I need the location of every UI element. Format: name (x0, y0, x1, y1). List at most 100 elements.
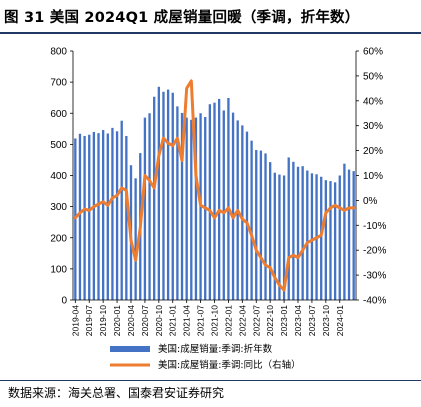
x-tick-label: 2019-07 (84, 305, 94, 336)
bar (287, 157, 290, 300)
x-tick-label: 2023-10 (321, 305, 331, 336)
bar (282, 175, 286, 300)
bar (157, 86, 160, 300)
x-tick-label: 2020-01 (112, 305, 122, 336)
bar (176, 106, 179, 301)
y-left-tick-label: 700 (50, 78, 67, 89)
bar (217, 98, 221, 301)
x-tick-label: 2021-01 (168, 305, 178, 336)
bar (148, 113, 151, 300)
y-left-tick-label: 100 (50, 264, 67, 275)
bar (88, 134, 91, 300)
x-tick-label: 2024-01 (335, 305, 345, 336)
bar (296, 166, 300, 300)
y-left-tick-label: 500 (50, 140, 67, 151)
bar (185, 117, 188, 300)
line-series (73, 79, 356, 292)
legend-swatch-bar (110, 346, 150, 352)
bar (143, 117, 147, 300)
bar (162, 91, 165, 300)
bar (273, 172, 276, 300)
x-tick-label: 2020-10 (154, 305, 164, 336)
combo-chart: 0 100 200 300 400 500 600 700 800 -40% -30% -20% -10… (50, 47, 386, 372)
bar (352, 171, 355, 300)
x-tick-label: 2022-10 (265, 305, 275, 336)
y-left-tick-label: 0 (61, 296, 67, 307)
y-right-tick-label: 50% (363, 71, 383, 82)
bar (180, 112, 184, 300)
bar (115, 131, 119, 300)
x-tick-label: 2020-07 (140, 305, 150, 336)
bar (134, 178, 137, 300)
x-tick-label: 2023-01 (279, 305, 289, 336)
x-tick-label: 2022-04 (237, 305, 247, 336)
bar (78, 133, 82, 300)
x-tick-label: 2019-04 (70, 305, 80, 336)
bar (347, 169, 351, 300)
bar (208, 104, 212, 300)
bar (306, 170, 309, 300)
x-tick-label: 2020-04 (126, 305, 136, 336)
bar (153, 96, 156, 300)
legend-label-bar: 美国:成屋销量:季调:折年数 (158, 343, 273, 355)
y-right-tick-label: 0% (363, 196, 378, 207)
y-right-tick-label: 60% (363, 47, 383, 58)
y-right-tick-label: 10% (363, 171, 383, 182)
y-right-tick-label: 20% (363, 146, 383, 157)
bar (259, 150, 263, 300)
bar (213, 102, 216, 300)
bar (264, 153, 267, 300)
x-tick-label: 2023-07 (307, 305, 317, 336)
bar (333, 182, 337, 300)
bar (338, 175, 341, 300)
yoy-line (73, 79, 356, 292)
y-right-tick-label: -40% (363, 296, 386, 307)
bar (222, 110, 225, 300)
bar (245, 131, 249, 300)
bar (231, 112, 235, 300)
y-right-tick-label: 30% (363, 121, 383, 132)
x-tick-label: 2023-04 (293, 305, 303, 336)
bar (278, 174, 281, 300)
figure-title: 图 31 美国 2024Q1 成屋销量回暖（季调，折年数） (4, 10, 360, 26)
bottom-rule (0, 380, 421, 381)
y-left-tick-label: 600 (50, 109, 67, 120)
x-tick-label: 2022-07 (251, 305, 261, 336)
bar (83, 135, 86, 300)
bar (324, 180, 327, 300)
y-left-tick-label: 400 (50, 171, 67, 182)
bar (125, 135, 128, 300)
bar (171, 92, 174, 301)
y-left-tick-label: 800 (50, 47, 67, 58)
source-note: 数据来源：海关总署、国泰君安证券研究 (8, 386, 225, 400)
y-left-tick-label: 200 (50, 233, 67, 244)
bar (166, 89, 170, 300)
y-right-tick-label: -10% (363, 221, 386, 232)
x-tick-label: 2022-01 (223, 305, 233, 336)
bar (190, 119, 193, 300)
bar (329, 181, 332, 300)
x-tick-label: 2021-10 (210, 305, 220, 336)
legend-label-line: 美国:成屋销量:季调:同比（右轴） (158, 359, 301, 371)
x-tick-label: 2021-07 (196, 305, 206, 336)
bar (241, 125, 244, 300)
bar (97, 133, 100, 300)
bar (343, 163, 346, 300)
top-rule (0, 32, 421, 34)
bar-series (74, 86, 355, 301)
bar (269, 162, 272, 300)
axes: 0 100 200 300 400 500 600 700 800 -40% -30% -20% -10… (50, 47, 386, 337)
bar (255, 149, 258, 300)
y-right-tick-label: -30% (363, 271, 386, 282)
bar (111, 127, 114, 300)
bar (292, 161, 295, 300)
bar (106, 133, 109, 300)
bar (310, 173, 314, 300)
x-tick-label: 2019-10 (98, 305, 108, 336)
bar (320, 176, 323, 300)
bar (301, 166, 304, 300)
bar (120, 120, 123, 300)
bar (250, 140, 253, 300)
bar (102, 130, 105, 300)
